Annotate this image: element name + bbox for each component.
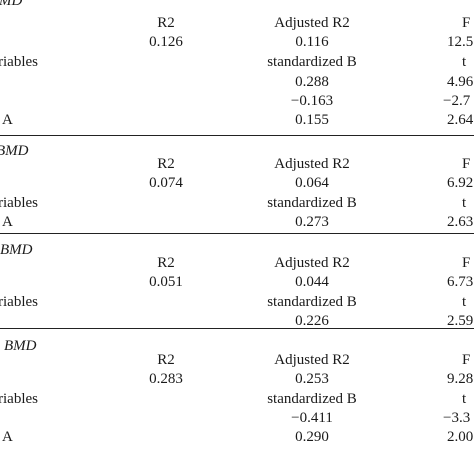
t-value: 2.00 [447, 429, 474, 445]
f-header: F [462, 352, 471, 368]
variable-label: A [2, 112, 13, 128]
section-divider [0, 328, 474, 329]
standardized-b-value: 0.155 [295, 112, 329, 128]
f-value: 9.28 [447, 371, 474, 387]
section-title: BMD [4, 338, 37, 354]
standardized-b-value: 0.288 [295, 74, 329, 90]
t-value: −3.3 [443, 410, 471, 426]
adjusted-r2-value: 0.044 [295, 274, 329, 290]
r2-header: R2 [157, 156, 175, 172]
t-header: t [462, 294, 467, 310]
adjusted-r2-value: 0.064 [295, 175, 329, 191]
f-header: F [462, 15, 471, 31]
variables-label: riables [0, 391, 38, 407]
section-divider [0, 233, 474, 234]
adjusted-r2-header: Adjusted R2 [274, 352, 350, 368]
section-divider [0, 135, 474, 136]
r2-value: 0.126 [149, 34, 183, 50]
adjusted-r2-value: 0.253 [295, 371, 329, 387]
t-header: t [462, 195, 467, 211]
f-value: 12.5 [447, 34, 474, 50]
t-header: t [462, 391, 467, 407]
variables-label: riables [0, 294, 38, 310]
section-title: BMD [0, 143, 29, 159]
adjusted-r2-header: Adjusted R2 [274, 15, 350, 31]
variable-label: A [2, 214, 13, 230]
standardized-b-value: −0.163 [290, 93, 334, 109]
f-value: 6.73 [447, 274, 474, 290]
adjusted-r2-value: 0.116 [295, 34, 329, 50]
variables-label: riables [0, 54, 38, 70]
standardized-b-value: 0.226 [295, 313, 329, 329]
t-value: 2.63 [447, 214, 474, 230]
r2-header: R2 [157, 255, 175, 271]
standardized-b-value: 0.273 [295, 214, 329, 230]
t-value: 4.96 [447, 74, 474, 90]
t-value: 2.64 [447, 112, 474, 128]
f-header: F [462, 255, 471, 271]
section-title: BMD [0, 242, 33, 258]
r2-value: 0.051 [149, 274, 183, 290]
t-value: 2.59 [447, 313, 474, 329]
adjusted-r2-header: Adjusted R2 [274, 255, 350, 271]
r2-header: R2 [157, 352, 175, 368]
standardized-b-header: standardized B [267, 195, 357, 211]
standardized-b-header: standardized B [267, 54, 357, 70]
standardized-b-value: 0.290 [295, 429, 329, 445]
r2-header: R2 [157, 15, 175, 31]
section-title: MD [0, 0, 23, 9]
r2-value: 0.283 [149, 371, 183, 387]
adjusted-r2-header: Adjusted R2 [274, 156, 350, 172]
standardized-b-header: standardized B [267, 391, 357, 407]
f-value: 6.92 [447, 175, 474, 191]
f-header: F [462, 156, 471, 172]
t-header: t [462, 54, 467, 70]
standardized-b-value: −0.411 [291, 410, 333, 426]
r2-value: 0.074 [149, 175, 183, 191]
variable-label: A [2, 429, 13, 445]
standardized-b-header: standardized B [267, 294, 357, 310]
variables-label: riables [0, 195, 38, 211]
t-value: −2.7 [443, 93, 471, 109]
